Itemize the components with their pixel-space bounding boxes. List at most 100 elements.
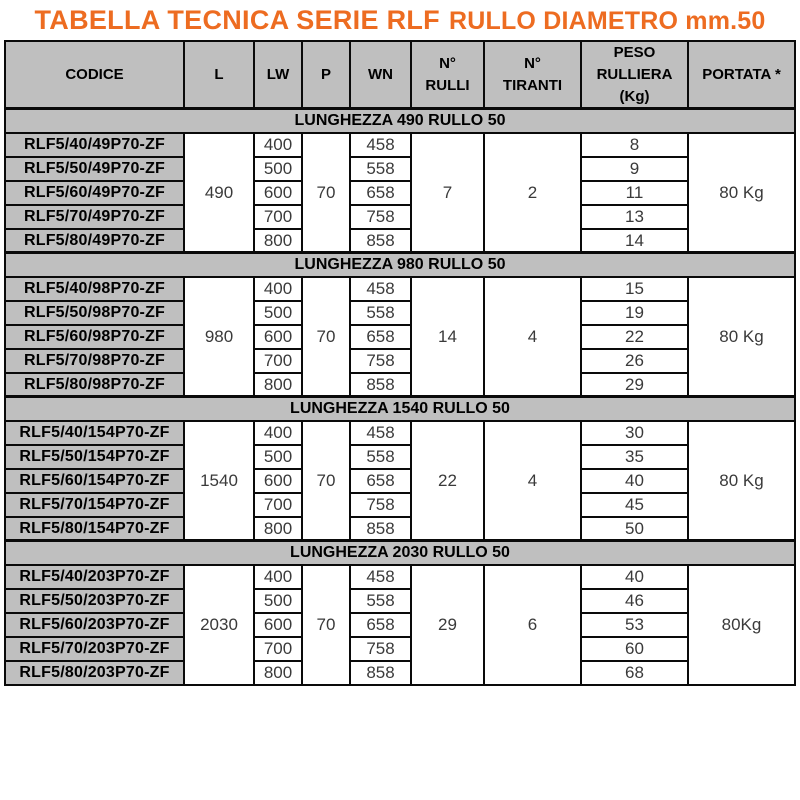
- cell-codice: RLF5/70/49P70-ZF: [4, 203, 185, 230]
- cell-codice: RLF5/80/49P70-ZF: [4, 227, 185, 254]
- cell-wn: 658: [349, 467, 412, 494]
- cell-wn: 758: [349, 203, 412, 230]
- cell-lw: 600: [253, 323, 303, 350]
- cell-codice: RLF5/60/154P70-ZF: [4, 467, 185, 494]
- cell-peso: 29: [580, 371, 689, 398]
- cell-tiranti: 6: [483, 563, 582, 686]
- title-main: TABELLA TECNICA SERIE RLF: [34, 5, 440, 35]
- cell-codice: RLF5/60/98P70-ZF: [4, 323, 185, 350]
- cell-peso: 26: [580, 347, 689, 374]
- cell-codice: RLF5/80/154P70-ZF: [4, 515, 185, 542]
- column-header-tiranti: N° TIRANTI: [483, 40, 582, 111]
- table-row: RLF5/70/203P70-ZF 700 758 60: [4, 635, 795, 662]
- section-header-row: LUNGHEZZA 2030 RULLO 50: [4, 539, 796, 566]
- table-row: RLF5/80/98P70-ZF 800 858 29: [4, 371, 795, 398]
- cell-p: 70: [301, 563, 351, 686]
- table-row: RLF5/50/98P70-ZF 500 558 19: [4, 299, 795, 326]
- technical-table: CODICE L LW P WN N° RULLI N° TIRANTI PES…: [4, 40, 796, 686]
- cell-rulli: 29: [410, 563, 485, 686]
- table-row: RLF5/40/49P70-ZF 490 400 70 458 7 2 8 80…: [4, 131, 796, 254]
- cell-codice: RLF5/80/203P70-ZF: [4, 659, 185, 686]
- cell-peso: 35: [580, 443, 689, 470]
- cell-peso: 11: [580, 179, 689, 206]
- cell-peso: 14: [580, 227, 689, 254]
- cell-codice: RLF5/60/203P70-ZF: [4, 611, 185, 638]
- cell-peso: 22: [580, 323, 689, 350]
- table-row: RLF5/40/98P70-ZF 980 400 70 458 14 4 15 …: [4, 275, 796, 398]
- cell-codice: RLF5/80/98P70-ZF: [4, 371, 185, 398]
- column-header-l: L: [183, 40, 255, 111]
- section-header-row: LUNGHEZZA 1540 RULLO 50: [4, 395, 796, 422]
- cell-lw: 600: [253, 611, 303, 638]
- cell-codice: RLF5/50/98P70-ZF: [4, 299, 185, 326]
- cell-rulli: 14: [410, 275, 485, 398]
- cell-codice: RLF5/40/203P70-ZF: [4, 563, 185, 590]
- cell-wn: 758: [349, 347, 412, 374]
- cell-lw: 400: [253, 419, 303, 446]
- column-header-portata: PORTATA *: [687, 40, 796, 111]
- cell-peso: 8: [580, 131, 689, 158]
- cell-l: 980: [183, 275, 255, 398]
- cell-peso: 9: [580, 155, 689, 182]
- table-row: RLF5/70/98P70-ZF 700 758 26: [4, 347, 795, 374]
- title-sub: RULLO DIAMETRO mm.50: [448, 7, 766, 35]
- header-row: CODICE L LW P WN N° RULLI N° TIRANTI PES…: [4, 40, 796, 111]
- cell-lw: 800: [253, 227, 303, 254]
- column-header-lw: LW: [253, 40, 303, 111]
- table-row: RLF5/60/154P70-ZF 600 658 40: [4, 467, 795, 494]
- section-header-row: LUNGHEZZA 490 RULLO 50: [4, 107, 796, 134]
- cell-wn: 858: [349, 659, 412, 686]
- cell-peso: 68: [580, 659, 689, 686]
- cell-codice: RLF5/40/154P70-ZF: [4, 419, 185, 446]
- table-row: RLF5/40/154P70-ZF 1540 400 70 458 22 4 3…: [4, 419, 796, 542]
- cell-tiranti: 2: [483, 131, 582, 254]
- cell-wn: 458: [349, 275, 412, 302]
- table-row: RLF5/60/98P70-ZF 600 658 22: [4, 323, 795, 350]
- cell-p: 70: [301, 275, 351, 398]
- cell-p: 70: [301, 131, 351, 254]
- cell-wn: 458: [349, 131, 412, 158]
- cell-portata: 80 Kg: [687, 275, 796, 398]
- table-row: RLF5/50/203P70-ZF 500 558 46: [4, 587, 795, 614]
- cell-peso: 53: [580, 611, 689, 638]
- cell-l: 490: [183, 131, 255, 254]
- cell-codice: RLF5/50/49P70-ZF: [4, 155, 185, 182]
- table-row: RLF5/80/154P70-ZF 800 858 50: [4, 515, 795, 542]
- cell-lw: 500: [253, 155, 303, 182]
- table-row: RLF5/70/49P70-ZF 700 758 13: [4, 203, 795, 230]
- column-header-codice: CODICE: [4, 40, 185, 111]
- cell-wn: 758: [349, 491, 412, 518]
- table-row: RLF5/60/203P70-ZF 600 658 53: [4, 611, 795, 638]
- column-header-wn: WN: [349, 40, 412, 111]
- cell-lw: 500: [253, 587, 303, 614]
- cell-lw: 800: [253, 515, 303, 542]
- cell-lw: 700: [253, 491, 303, 518]
- table-row: RLF5/70/154P70-ZF 700 758 45: [4, 491, 795, 518]
- cell-peso: 19: [580, 299, 689, 326]
- cell-wn: 658: [349, 323, 412, 350]
- section-header: LUNGHEZZA 2030 RULLO 50: [4, 539, 796, 566]
- cell-codice: RLF5/50/203P70-ZF: [4, 587, 185, 614]
- cell-peso: 13: [580, 203, 689, 230]
- column-header-peso: PESO RULLIERA (Kg): [580, 40, 689, 111]
- cell-wn: 658: [349, 611, 412, 638]
- cell-wn: 858: [349, 515, 412, 542]
- cell-wn: 558: [349, 443, 412, 470]
- cell-tiranti: 4: [483, 419, 582, 542]
- cell-wn: 458: [349, 563, 412, 590]
- cell-peso: 40: [580, 467, 689, 494]
- cell-wn: 658: [349, 179, 412, 206]
- cell-lw: 400: [253, 563, 303, 590]
- cell-codice: RLF5/70/203P70-ZF: [4, 635, 185, 662]
- table-row: RLF5/80/49P70-ZF 800 858 14: [4, 227, 795, 254]
- cell-codice: RLF5/40/98P70-ZF: [4, 275, 185, 302]
- table-row: RLF5/40/203P70-ZF 2030 400 70 458 29 6 4…: [4, 563, 796, 686]
- cell-lw: 500: [253, 443, 303, 470]
- column-header-p: P: [301, 40, 351, 111]
- section-header: LUNGHEZZA 490 RULLO 50: [4, 107, 796, 134]
- cell-rulli: 22: [410, 419, 485, 542]
- cell-codice: RLF5/70/98P70-ZF: [4, 347, 185, 374]
- cell-codice: RLF5/60/49P70-ZF: [4, 179, 185, 206]
- cell-peso: 15: [580, 275, 689, 302]
